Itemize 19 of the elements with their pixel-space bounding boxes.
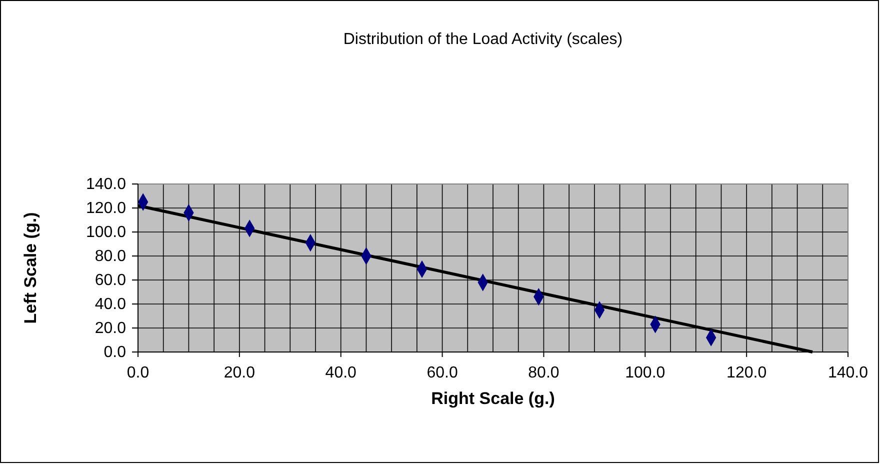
y-tick-label: 60.0 (94, 272, 126, 290)
y-tick-label: 0.0 (104, 344, 126, 362)
y-axis-title: Left Scale (g.) (21, 212, 40, 324)
x-tick-label: 60.0 (426, 364, 458, 382)
x-tick-label: 140.0 (828, 364, 868, 382)
chart-title: Distribution of the Load Activity (scales) (343, 31, 623, 48)
y-tick-label: 20.0 (94, 320, 126, 338)
x-tick-label: 80.0 (528, 364, 560, 382)
x-tick-label: 120.0 (726, 364, 767, 382)
y-tick-label: 80.0 (94, 248, 126, 266)
x-tick-label: 0.0 (126, 364, 150, 382)
y-tick-label: 100.0 (86, 224, 126, 242)
x-tick-label: 40.0 (325, 364, 357, 382)
x-tick-label: 20.0 (224, 364, 256, 382)
x-tick-label: 100.0 (625, 364, 666, 382)
y-tick-label: 40.0 (94, 296, 126, 314)
x-axis-title: Right Scale (g.) (431, 389, 555, 408)
y-tick-label: 120.0 (86, 200, 126, 218)
y-tick-label: 140.0 (86, 176, 126, 194)
